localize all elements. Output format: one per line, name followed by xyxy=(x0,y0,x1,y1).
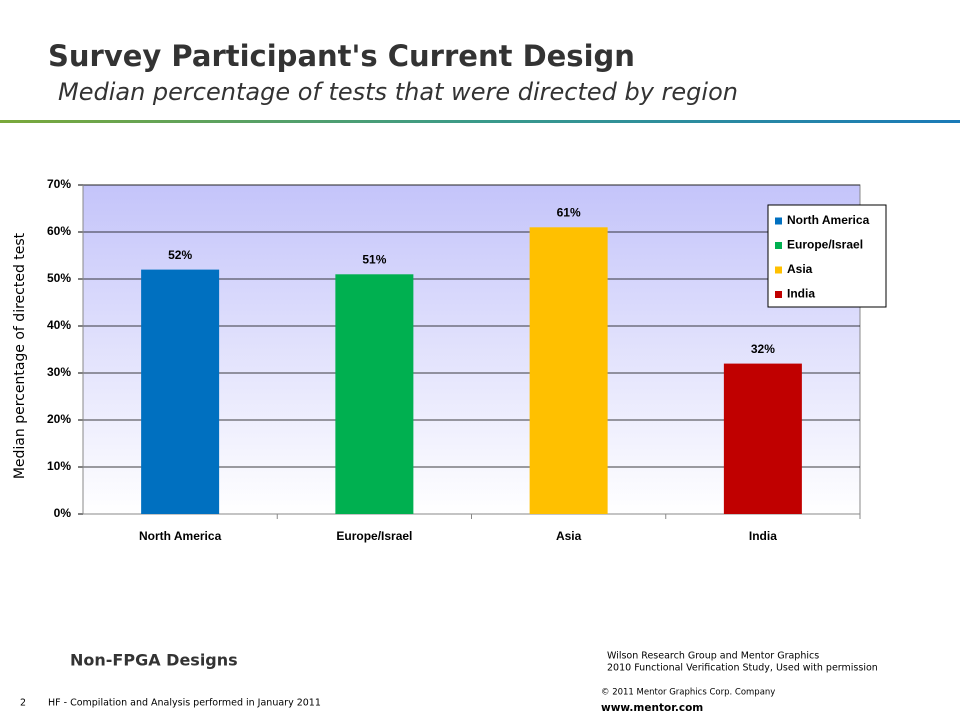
x-tick-label: India xyxy=(749,529,777,543)
slide-subtitle: Median percentage of tests that were dir… xyxy=(58,78,738,106)
value-label: 32% xyxy=(751,342,775,356)
footer-note: Non-FPGA Designs xyxy=(70,651,238,670)
y-tick-label: 30% xyxy=(47,365,71,379)
x-tick-label: North America xyxy=(139,529,222,543)
y-tick-label: 50% xyxy=(47,271,71,285)
y-tick-label: 10% xyxy=(47,459,71,473)
legend-swatch xyxy=(775,291,782,298)
bar xyxy=(335,274,414,514)
legend-label: India xyxy=(787,287,815,301)
legend-box xyxy=(767,204,887,308)
y-tick-label: 40% xyxy=(47,318,71,332)
legend-label: Asia xyxy=(787,262,813,276)
legend-swatch xyxy=(775,217,782,225)
legend-label: Europe/Israel xyxy=(787,238,863,252)
legend-swatch xyxy=(775,242,782,249)
bar xyxy=(723,363,802,514)
chart: 0% 10% 20% 30% 40% 50% 60% 70% North America 52% E… xyxy=(47,177,887,543)
slide-title: Survey Participant's Current Design xyxy=(48,39,635,73)
page-number: 2 xyxy=(20,698,26,709)
title-rule xyxy=(0,120,960,123)
x-tick-label: Asia xyxy=(556,529,582,543)
y-tick-label: 20% xyxy=(47,412,71,426)
value-label: 51% xyxy=(362,252,386,266)
x-tick-label: Europe/Israel xyxy=(336,529,412,543)
y-tick-label: 0% xyxy=(54,506,72,520)
y-tick-label: 70% xyxy=(47,177,71,191)
compilation-note: HF - Compilation and Analysis performed … xyxy=(48,698,321,709)
legend-label: North America xyxy=(787,213,870,227)
source-line: 2010 Functional Verification Study, Used… xyxy=(607,663,878,674)
value-label: 52% xyxy=(168,248,192,262)
legend-swatch xyxy=(775,266,782,274)
y-axis-label: Median percentage of directed test xyxy=(12,232,28,479)
url: www.mentor.com xyxy=(601,702,703,714)
bar xyxy=(529,227,608,515)
copyright: © 2011 Mentor Graphics Corp. Company xyxy=(601,688,775,698)
source-line: Wilson Research Group and Mentor Graphic… xyxy=(607,651,819,662)
value-label: 61% xyxy=(557,205,581,219)
bar xyxy=(141,269,220,514)
y-tick-label: 60% xyxy=(47,224,71,238)
